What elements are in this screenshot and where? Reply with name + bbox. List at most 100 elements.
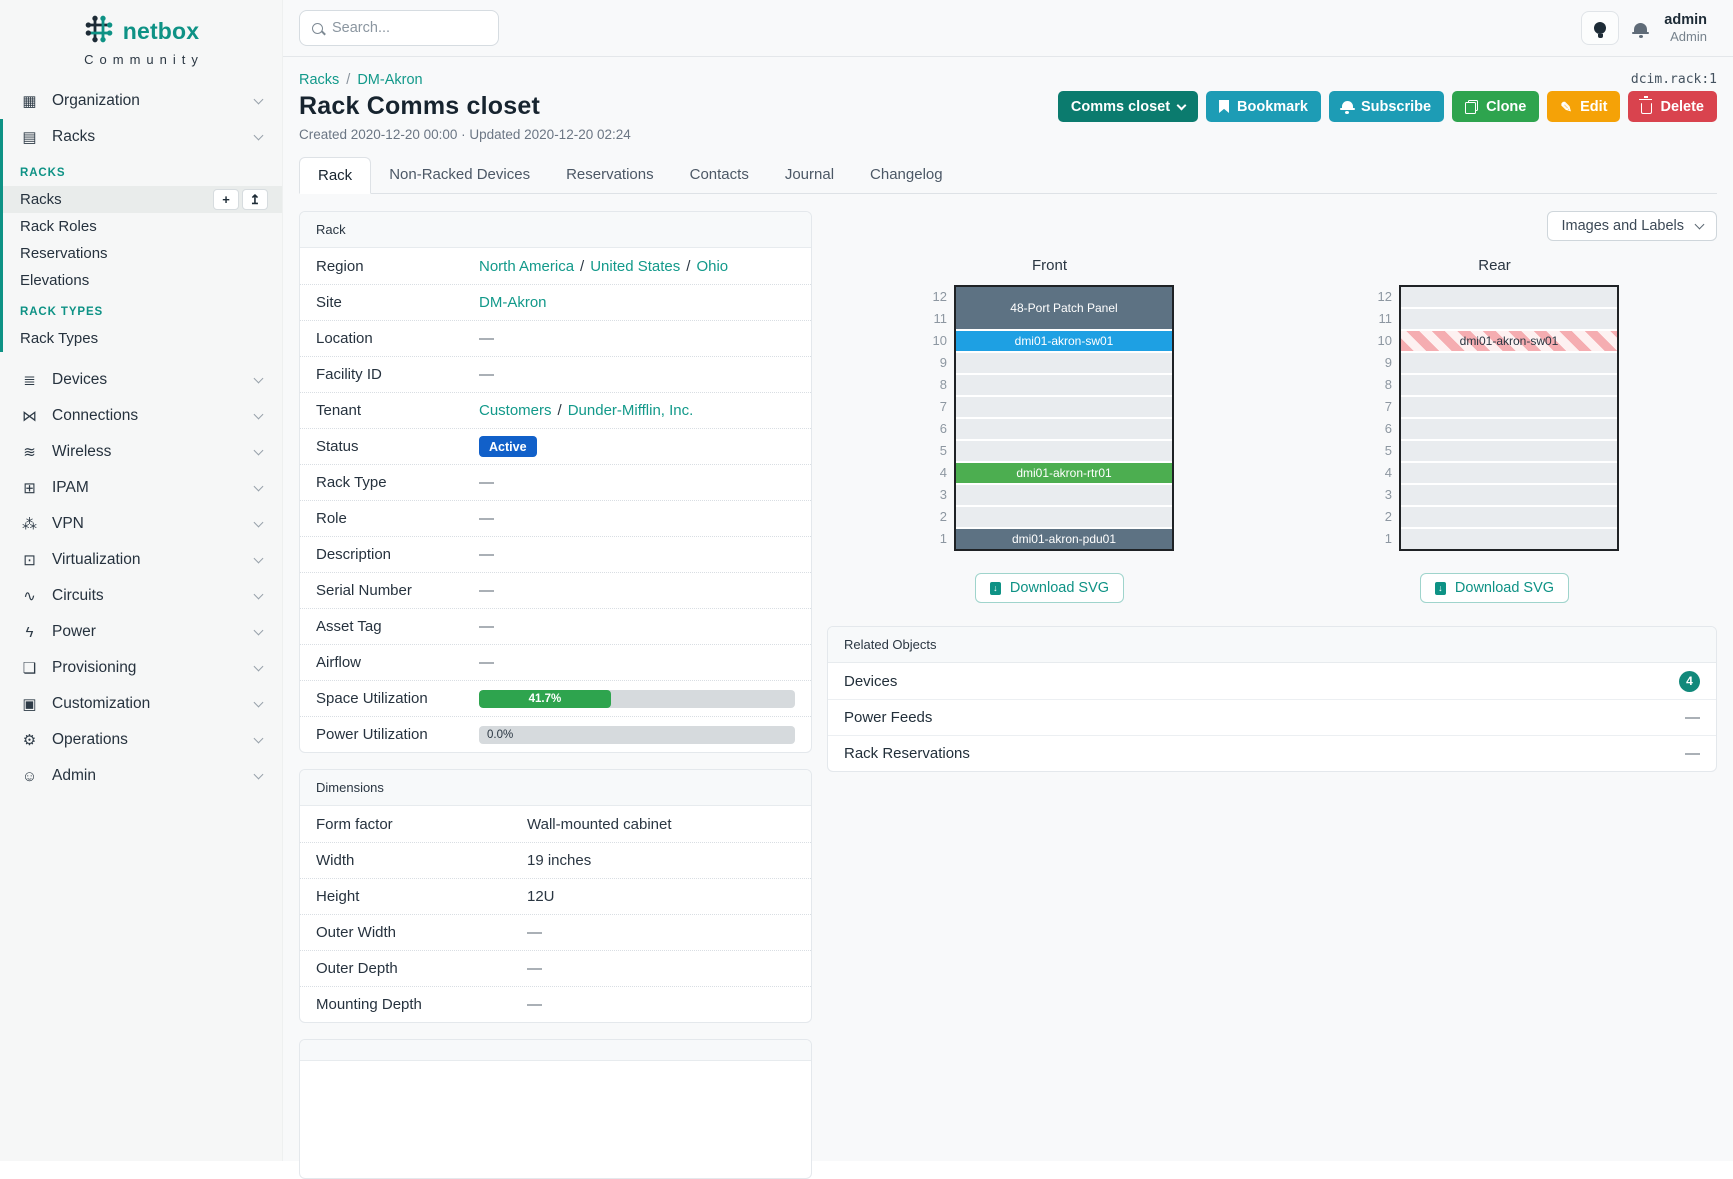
chevron-down-icon (253, 94, 264, 104)
rack-slot-empty[interactable] (1401, 309, 1617, 329)
rack-slot-empty[interactable] (956, 397, 1172, 417)
download-svg-button[interactable]: Download SVG (1419, 573, 1570, 603)
sidebar-item-admin[interactable]: ☺ Admin (0, 758, 282, 794)
sidebar-item-circuits[interactable]: ∿ Circuits (0, 578, 282, 614)
related-row-devices[interactable]: Devices 4 (828, 663, 1716, 699)
breadcrumb-link-dm-akron[interactable]: DM-Akron (357, 72, 423, 88)
elevation-rear: Rear 12 11 10 9 8 7 6 5 4 3 2 1 dmi01-akron-sw01 Downl… (1272, 241, 1717, 603)
rack-slot-empty[interactable] (1401, 463, 1617, 483)
rack-slot-empty[interactable] (1401, 375, 1617, 395)
tab-bar: Rack Non-Racked Devices Reservations Contac… (299, 157, 1717, 194)
rack-device-dmi01-akron-sw01[interactable]: dmi01-akron-sw01 (1401, 331, 1617, 351)
rack-slot-empty[interactable] (1401, 397, 1617, 417)
search-input[interactable] (332, 20, 486, 36)
tab-reservations[interactable]: Reservations (566, 166, 654, 183)
attr-value: 41.7% (479, 689, 795, 708)
breadcrumb-link-racks[interactable]: Racks (299, 72, 340, 88)
power-icon: ϟ (25, 623, 34, 641)
rack-slot-empty[interactable] (1401, 353, 1617, 373)
provisioning-icon: ❏ (22, 660, 37, 677)
import-button[interactable]: ↥ (242, 189, 268, 210)
panel-title: Dimensions (300, 770, 811, 806)
download-svg-button[interactable]: Download SVG (974, 573, 1125, 603)
comms-closet-dropdown[interactable]: Comms closet (1057, 91, 1199, 122)
rack-slot-empty[interactable] (1401, 529, 1617, 549)
rack-device-dmi01-akron-rtr01[interactable]: dmi01-akron-rtr01 (956, 463, 1172, 483)
tab-non-racked-devices[interactable]: Non-Racked Devices (389, 166, 531, 183)
rack-slot-empty[interactable] (956, 507, 1172, 527)
related-row-rack-reservations[interactable]: Rack Reservations — (828, 735, 1716, 771)
sidebar-item-connections[interactable]: ⋈ Connections (0, 398, 282, 434)
clone-button[interactable]: Clone (1452, 91, 1540, 122)
rack-slot-empty[interactable] (956, 375, 1172, 395)
link-customers[interactable]: Customers (479, 402, 552, 419)
rack-device-dmi01-akron-sw01[interactable]: dmi01-akron-sw01 (956, 331, 1172, 351)
add-button[interactable]: + (213, 189, 239, 210)
rack-device-48-port-patch-panel[interactable]: 48-Port Patch Panel (956, 287, 1172, 329)
sidebar-item-label: Virtualization (52, 551, 141, 568)
sidebar-item-label: Wireless (52, 443, 112, 460)
link-dunder-mifflin-inc[interactable]: Dunder-Mifflin, Inc. (567, 402, 694, 419)
sidebar-item-ipam[interactable]: ⊞ IPAM (0, 470, 282, 506)
sidebar-item-power[interactable]: ϟ Power (0, 614, 282, 650)
page-title: Rack Comms closet (299, 92, 540, 120)
brand-name[interactable]: netbox (122, 17, 200, 44)
notifications-bell-icon[interactable] (1632, 22, 1650, 38)
rack-slot-empty[interactable] (1401, 485, 1617, 505)
tab-journal[interactable]: Journal (784, 166, 835, 183)
tab-changelog[interactable]: Changelog (870, 166, 943, 183)
sidebar-item-provisioning[interactable]: ❏ Provisioning (0, 650, 282, 686)
theme-toggle-button[interactable] (1581, 11, 1620, 45)
sidebar-item-racks[interactable]: ▤ Racks (3, 119, 282, 155)
sidebar-item-reservations[interactable]: Reservations (3, 240, 282, 267)
rack-slot-empty[interactable] (956, 353, 1172, 373)
sidebar-item-label: Provisioning (52, 659, 137, 676)
empty-dash: — (479, 654, 494, 671)
delete-button[interactable]: Delete (1628, 91, 1717, 122)
link-dm-akron[interactable]: DM-Akron (479, 294, 547, 311)
attr-label: Location (316, 330, 373, 347)
link-ohio[interactable]: Ohio (696, 257, 729, 275)
ipam-icon: ⊞ (23, 480, 36, 497)
admin-icon: ☺ (21, 767, 38, 785)
sidebar-item-rack-types[interactable]: Rack Types (3, 325, 282, 352)
rack-diagram: dmi01-akron-sw01 (1399, 285, 1619, 551)
sidebar-item-rack-roles[interactable]: Rack Roles (3, 213, 282, 240)
sidebar-item-customization[interactable]: ▣ Customization (0, 686, 282, 722)
sidebar-item-operations[interactable]: ⚙ Operations (0, 722, 282, 758)
rack-slot-empty[interactable] (1401, 419, 1617, 439)
sidebar-item-elevations[interactable]: Elevations (3, 267, 282, 294)
trash-icon (1639, 96, 1653, 114)
chevron-down-icon (253, 661, 264, 671)
attr-label: Facility ID (316, 366, 382, 383)
edit-button[interactable]: ✎ Edit (1547, 91, 1621, 122)
images-labels-select[interactable]: Images and Labels (1547, 211, 1717, 241)
user-menu[interactable]: admin Admin (1664, 12, 1707, 45)
sidebar-item-organization[interactable]: ▦ Organization (0, 83, 282, 119)
sidebar-item-wireless[interactable]: ≋ Wireless (0, 434, 282, 470)
attr-value: — (527, 960, 795, 977)
link-north-america[interactable]: North America (479, 257, 575, 275)
tab-contacts[interactable]: Contacts (689, 166, 749, 183)
rack-slot-empty[interactable] (956, 441, 1172, 461)
sidebar-item-devices[interactable]: ≣ Devices (0, 362, 282, 398)
rack-slot-empty[interactable] (956, 485, 1172, 505)
sidebar-item-vpn[interactable]: ⁂ VPN (0, 506, 282, 542)
rack-slot-empty[interactable] (1401, 441, 1617, 461)
rack-slot-empty[interactable] (1401, 287, 1617, 307)
link-united-states[interactable]: United States (590, 257, 681, 275)
related-row-power-feeds[interactable]: Power Feeds — (828, 699, 1716, 735)
breadcrumb-separator: / (346, 72, 351, 88)
sidebar-item-racks[interactable]: Racks + ↥ (3, 186, 282, 213)
sidebar-item-virtualization[interactable]: ⊡ Virtualization (0, 542, 282, 578)
tab-rack[interactable]: Rack (299, 157, 372, 194)
rack-device-dmi01-akron-pdu01[interactable]: dmi01-akron-pdu01 (956, 529, 1172, 549)
global-search[interactable] (299, 10, 499, 46)
attr-value: 0.0% (479, 725, 795, 744)
bookmark-button[interactable]: Bookmark (1206, 91, 1321, 122)
rack-slot-empty[interactable] (956, 419, 1172, 439)
brand: netbox Community (0, 0, 282, 67)
rack-slot-empty[interactable] (1401, 507, 1617, 527)
subscribe-button[interactable]: Subscribe (1328, 91, 1445, 122)
attr-row-outer-width: Outer Width — (300, 914, 811, 950)
